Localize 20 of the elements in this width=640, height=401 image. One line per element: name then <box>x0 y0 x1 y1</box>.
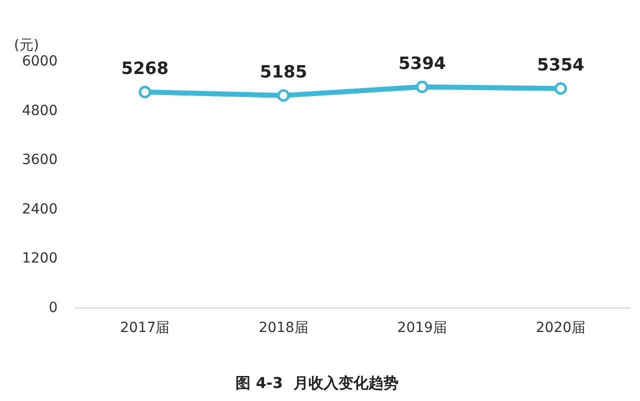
x-tick-label: 2018届 <box>258 320 308 336</box>
data-label: 5185 <box>260 62 308 82</box>
data-label: 5354 <box>537 55 585 76</box>
y-tick-label: 2400 <box>22 201 58 218</box>
text: 图 4-3 月收入变化趋势 <box>236 374 398 392</box>
y-tick-label: 1200 <box>22 250 58 267</box>
y-tick-label: 3600 <box>22 152 58 168</box>
y-tick-label: 4800 <box>22 102 58 119</box>
x-tick-label: 2019届 <box>397 320 447 336</box>
point <box>277 89 290 102</box>
data-label: 5268 <box>121 58 169 79</box>
point <box>554 82 567 95</box>
y-tick-label: 6000 <box>22 54 58 70</box>
data-label: 5394 <box>398 54 446 74</box>
y-axis-title: (元) <box>14 38 39 54</box>
y-tick-label: 0 <box>48 300 58 316</box>
x-tick-label: 2017届 <box>120 320 170 336</box>
point <box>138 86 152 98</box>
point <box>416 80 428 94</box>
x-tick-label: 2020届 <box>536 320 586 336</box>
